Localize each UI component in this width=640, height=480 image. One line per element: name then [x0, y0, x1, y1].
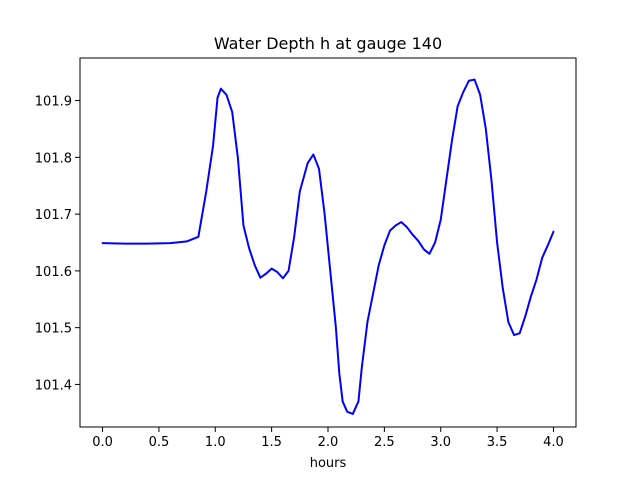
x-tick-label: 3.0: [430, 435, 451, 450]
y-tick-label: 101.8: [35, 151, 72, 166]
x-tick-label: 2.5: [374, 435, 395, 450]
x-tick-label: 3.5: [487, 435, 508, 450]
y-axis: 101.4 101.5 101.6 101.7 101.8 101.9: [35, 95, 80, 393]
x-tick-label: 2.0: [318, 435, 339, 450]
x-tick-label: 1.0: [205, 435, 226, 450]
x-axis: 0.0 0.5 1.0 1.5 2.0 2.5 3.0 3.5 4.0: [92, 427, 564, 450]
x-tick-label: 1.5: [261, 435, 282, 450]
y-tick-label: 101.5: [35, 322, 72, 337]
y-tick-label: 101.4: [35, 378, 72, 393]
series-line-1: [101, 78, 555, 415]
y-tick-label: 101.7: [35, 208, 72, 223]
chart-title: Water Depth h at gauge 140: [214, 34, 442, 53]
y-tick-label: 101.9: [35, 95, 72, 110]
x-tick-label: 0.0: [92, 435, 113, 450]
x-tick-label: 0.5: [149, 435, 170, 450]
y-tick-label: 101.6: [35, 265, 72, 280]
x-tick-label: 4.0: [543, 435, 564, 450]
x-axis-label: hours: [310, 456, 347, 471]
